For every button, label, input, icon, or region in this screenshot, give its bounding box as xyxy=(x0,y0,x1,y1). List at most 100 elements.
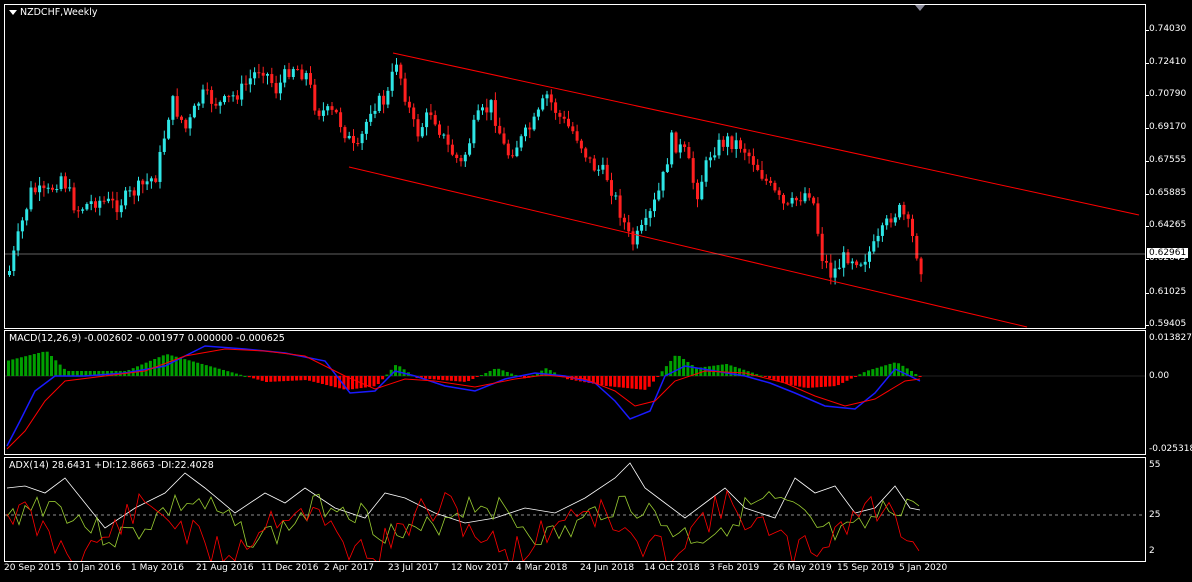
macd-histogram-bar xyxy=(449,376,453,381)
bullish-candle xyxy=(171,96,175,120)
bullish-candle xyxy=(597,169,601,171)
bearish-candle xyxy=(502,133,506,144)
bullish-candle xyxy=(12,250,16,272)
macd-histogram-bar xyxy=(282,376,286,382)
macd-histogram-bar xyxy=(832,376,836,387)
macd-histogram-bar xyxy=(15,358,19,376)
bearish-candle xyxy=(403,78,407,102)
bearish-candle xyxy=(334,109,338,113)
bearish-candle xyxy=(274,83,278,94)
macd-histogram-bar xyxy=(325,376,329,386)
macd-histogram-bar xyxy=(510,373,514,376)
macd-histogram-bar xyxy=(858,374,862,376)
macd-histogram-bar xyxy=(531,375,535,377)
macd-histogram-bar xyxy=(359,376,363,389)
bullish-candle xyxy=(859,264,863,266)
bearish-candle xyxy=(42,185,46,189)
bearish-candle xyxy=(154,178,158,182)
macd-histogram-bar xyxy=(308,376,311,381)
macd-histogram-bar xyxy=(316,376,320,383)
macd-histogram-bar xyxy=(19,357,23,376)
macd-histogram-bar xyxy=(75,371,79,376)
bullish-candle xyxy=(614,195,618,197)
bearish-candle xyxy=(485,107,489,113)
macd-histogram-bar xyxy=(604,376,608,386)
bearish-candle xyxy=(459,158,463,162)
chart-shift-marker-icon[interactable] xyxy=(915,5,925,11)
chevron-down-icon[interactable] xyxy=(9,10,17,15)
price-tick-label: 0.70790 xyxy=(1149,89,1187,99)
adx-indicator-pane[interactable]: ADX(14) 28.6431 +DI:12.8663 -DI:22.4028 xyxy=(4,457,1146,562)
macd-histogram-bar xyxy=(617,376,621,388)
bearish-candle xyxy=(575,131,579,141)
macd-histogram-bar xyxy=(669,360,673,376)
macd-histogram-bar xyxy=(329,376,333,387)
macd-histogram-bar xyxy=(690,364,694,376)
bearish-candle xyxy=(51,187,54,190)
bearish-candle xyxy=(691,158,695,183)
macd-histogram-bar xyxy=(716,365,720,376)
bullish-candle xyxy=(68,187,72,189)
adx-chart xyxy=(5,462,1145,561)
bearish-candle xyxy=(493,100,497,126)
bearish-candle xyxy=(618,195,622,218)
bearish-candle xyxy=(829,262,833,278)
bullish-candle xyxy=(218,102,222,106)
macd-histogram-bar xyxy=(867,370,870,376)
bearish-candle xyxy=(782,194,785,204)
channel-upper-line[interactable] xyxy=(392,52,1140,216)
bullish-candle xyxy=(124,190,128,206)
bullish-candle xyxy=(717,139,721,156)
macd-histogram-bar xyxy=(28,355,32,376)
bullish-candle xyxy=(253,72,257,79)
bullish-candle xyxy=(85,204,89,210)
macd-histogram-bar xyxy=(7,360,10,376)
macd-histogram-bar xyxy=(428,376,432,380)
macd-histogram-bar xyxy=(183,359,187,376)
macd-indicator-pane[interactable]: MACD(12,26,9) -0.002602 -0.001977 0.0000… xyxy=(4,330,1146,455)
macd-histogram-bar xyxy=(501,370,505,376)
macd-histogram-bar xyxy=(80,371,84,376)
macd-histogram-bar xyxy=(37,352,41,376)
macd-histogram-bar xyxy=(303,376,307,381)
macd-histogram-bar xyxy=(247,376,251,378)
bearish-candle xyxy=(622,217,626,223)
bearish-candle xyxy=(309,73,312,85)
time-axis[interactable]: 20 Sep 2015 10 Jan 2016 1 May 2016 21 Aug 2… xyxy=(0,562,1146,582)
bearish-candle xyxy=(205,89,209,91)
bearish-candle xyxy=(450,144,454,155)
macd-histogram-bar xyxy=(101,371,105,376)
bullish-candle xyxy=(803,193,807,202)
bullish-candle xyxy=(880,225,884,236)
bullish-candle xyxy=(38,185,42,193)
macd-histogram-bar xyxy=(45,351,49,376)
macd-title: MACD(12,26,9) -0.002602 -0.001977 0.0000… xyxy=(9,333,285,344)
bullish-candle xyxy=(476,110,480,120)
macd-histogram-bar xyxy=(523,376,526,379)
macd-histogram-bar xyxy=(338,376,342,389)
bullish-candle xyxy=(653,199,656,212)
bullish-candle xyxy=(726,136,730,147)
bearish-candle xyxy=(296,69,300,71)
bearish-candle xyxy=(63,176,67,189)
bearish-candle xyxy=(214,103,218,106)
bullish-candle xyxy=(519,136,523,148)
bearish-candle xyxy=(407,101,411,108)
bearish-candle xyxy=(356,143,360,145)
bearish-candle xyxy=(687,147,691,159)
adx-title: ADX(14) 28.6431 +DI:12.8663 -DI:22.4028 xyxy=(9,460,214,471)
macd-histogram-bar xyxy=(213,367,217,376)
bearish-candle xyxy=(760,169,764,179)
macd-tick-label: -0.025318 xyxy=(1149,444,1192,454)
price-tick-label: 0.65885 xyxy=(1149,188,1187,198)
channel-lower-line[interactable] xyxy=(348,166,1028,328)
bearish-candle xyxy=(429,112,433,116)
price-chart-pane[interactable]: NZDCHF,Weekly xyxy=(4,4,1146,329)
macd-histogram-bar xyxy=(174,356,178,376)
macd-histogram-bar xyxy=(505,371,509,376)
chart-title[interactable]: NZDCHF,Weekly xyxy=(9,7,97,18)
bearish-candle xyxy=(261,72,265,76)
bullish-candle xyxy=(489,100,493,113)
bullish-candle xyxy=(657,190,661,200)
bullish-candle xyxy=(885,218,889,226)
